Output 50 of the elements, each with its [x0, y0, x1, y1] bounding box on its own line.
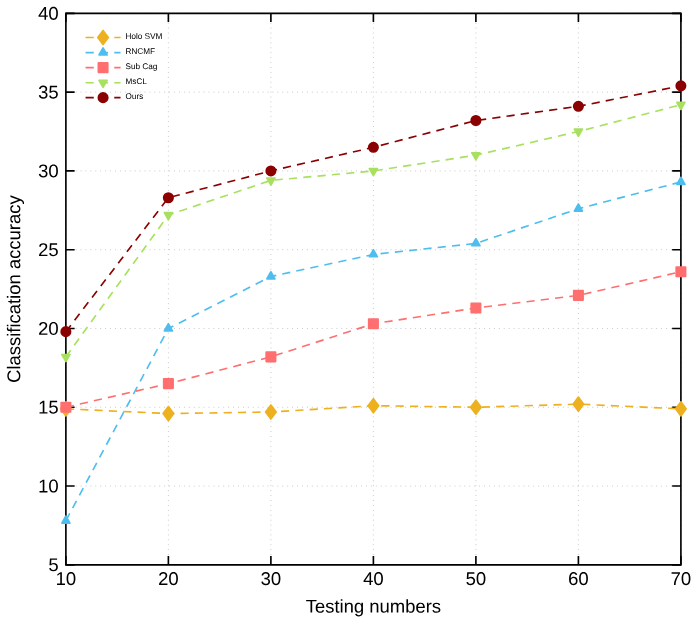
y-tick-label: 15	[39, 401, 58, 415]
point	[675, 266, 687, 278]
point	[469, 399, 483, 416]
point	[265, 165, 277, 177]
x-tick-label: 60	[569, 572, 588, 586]
y-tick-label: 5	[49, 558, 58, 572]
y-tick-label: 35	[38, 85, 58, 100]
point	[367, 398, 380, 414]
point	[265, 177, 276, 187]
point	[573, 128, 584, 138]
point	[162, 406, 175, 422]
x-axis-title: Testing numbers	[306, 599, 441, 617]
y-tick-label: 25	[39, 243, 58, 257]
point	[162, 378, 174, 390]
point	[470, 302, 482, 314]
point	[163, 212, 174, 221]
point	[60, 326, 72, 338]
x-tick-label: 30	[261, 572, 281, 586]
point	[676, 176, 686, 186]
y-tick-label: 20	[39, 322, 58, 336]
y-tick-label: 40	[38, 7, 58, 21]
x-tick-label: 20	[159, 572, 178, 586]
x-tick-label: 40	[363, 572, 383, 586]
point	[572, 290, 584, 302]
point	[572, 396, 585, 413]
point	[676, 101, 686, 111]
point	[367, 318, 379, 330]
point	[470, 152, 481, 162]
y-axis-title: Classification accuracy	[6, 195, 25, 383]
point	[675, 80, 687, 92]
point	[573, 203, 584, 213]
point	[162, 192, 174, 204]
point	[265, 271, 276, 281]
point	[368, 249, 379, 258]
y-tick-label: 30	[38, 164, 58, 178]
point	[572, 101, 584, 113]
x-tick-label: 10	[57, 572, 76, 586]
y-tick-label: 10	[39, 479, 58, 493]
point	[264, 404, 278, 421]
x-tick-label: 70	[671, 572, 691, 586]
point	[367, 142, 379, 154]
point	[674, 401, 688, 418]
point	[470, 238, 481, 247]
point	[470, 115, 482, 127]
x-tick-label: 50	[466, 572, 486, 586]
point	[368, 168, 379, 177]
point	[163, 323, 174, 333]
point	[60, 515, 71, 525]
point	[265, 351, 277, 363]
point	[60, 354, 71, 363]
